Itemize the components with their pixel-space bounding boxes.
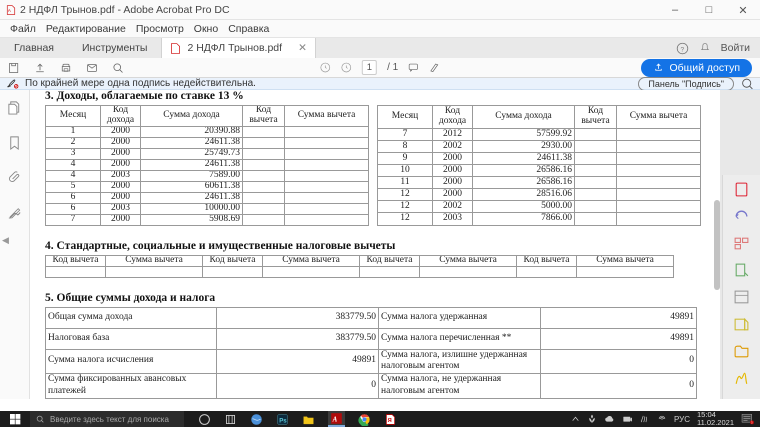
svg-text:Я: Я [388, 417, 392, 423]
svg-text:A: A [8, 7, 11, 12]
svg-text:Ps: Ps [279, 417, 287, 424]
svg-text:?: ? [680, 46, 684, 53]
svg-text:A: A [332, 416, 338, 423]
